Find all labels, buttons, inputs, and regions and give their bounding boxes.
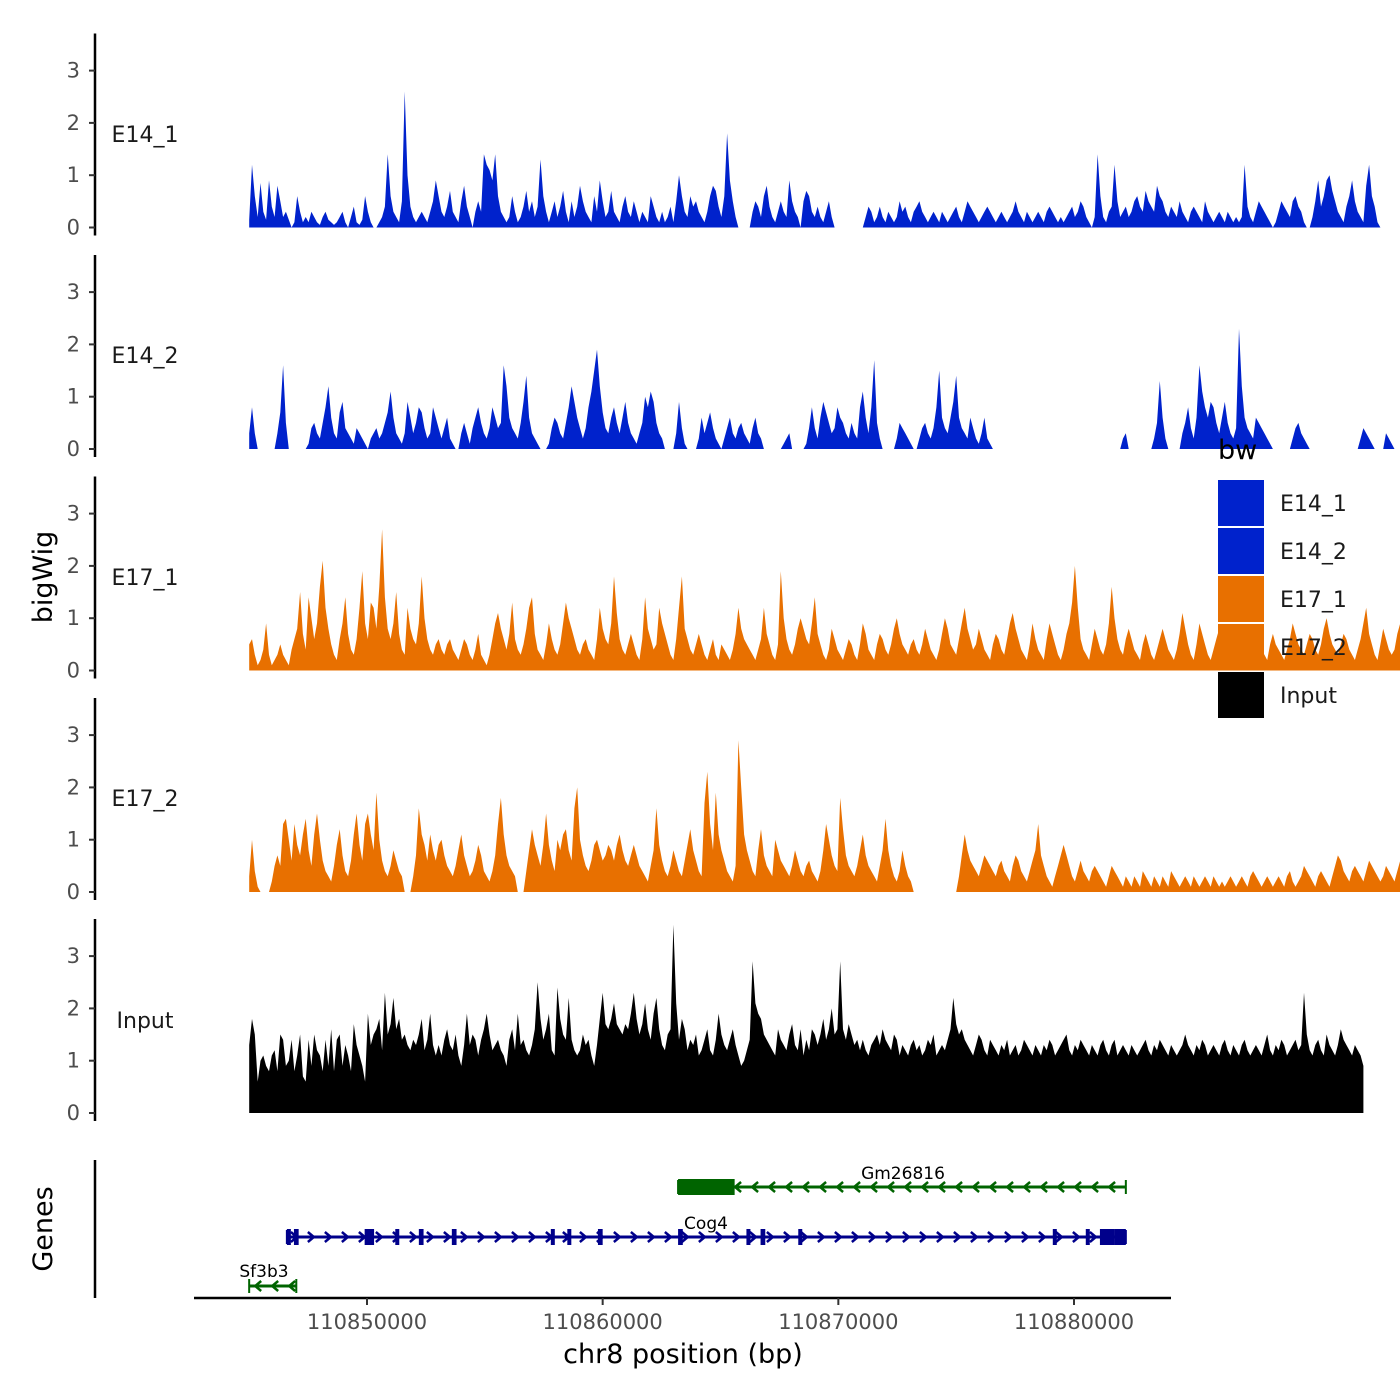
x-axis: 110850000 110860000 110870000 110880000	[194, 1298, 1171, 1334]
legend-swatch	[1218, 528, 1264, 574]
gene-label: Gm26816	[861, 1164, 945, 1184]
gene-exon	[1086, 1229, 1090, 1245]
legend-swatch	[1218, 624, 1264, 670]
track-e17-1: 0 1 2 3 E17_1	[67, 477, 1400, 683]
legend-label: E14_2	[1280, 540, 1347, 565]
x-tick-label: 110850000	[307, 1310, 427, 1334]
y-tick-label: 0	[67, 659, 80, 683]
track-e14-1: 0 1 2 3 E14_1	[67, 34, 1400, 240]
x-tick-label: 110880000	[1014, 1310, 1134, 1334]
gene-exon	[798, 1229, 802, 1245]
y-tick-label: 1	[67, 828, 80, 852]
genome-browser-chart: 0 1 2 3 E14_1 0 1 2 3 E14_2 0 1 2 3 E17_1 0 1 2 3 E17_2 0 1 2 3…	[0, 0, 1400, 1400]
gene-exon	[678, 1229, 683, 1245]
gene-exon	[1114, 1229, 1126, 1245]
y-axis-title: bigWig	[28, 531, 59, 624]
x-axis-title: chr8 position (bp)	[563, 1339, 803, 1370]
bigwig-tracks: 0 1 2 3 E14_1 0 1 2 3 E14_2 0 1 2 3 E17_1 0 1 2 3 E17_2 0 1 2 3…	[67, 34, 1400, 1126]
gene-exon	[567, 1229, 571, 1245]
y-tick-label: 2	[67, 996, 80, 1020]
gene-sf3b3: Sf3b3	[239, 1262, 296, 1293]
y-tick-label: 2	[67, 332, 80, 356]
gene-label: Cog4	[684, 1214, 728, 1234]
track-label: E17_2	[112, 787, 179, 812]
gene-exon	[452, 1229, 457, 1245]
y-tick-label: 2	[67, 775, 80, 799]
x-tick-label: 110870000	[778, 1310, 898, 1334]
gene-exon	[746, 1229, 750, 1245]
legend-title: bw	[1218, 435, 1257, 466]
y-tick-label: 3	[67, 944, 80, 968]
legend-item-input: Input	[1218, 672, 1337, 718]
track-input: 0 1 2 3 Input	[67, 919, 1364, 1125]
legend-label: E17_1	[1280, 588, 1347, 613]
track-label: E14_2	[112, 344, 179, 369]
genes-axis-title: Genes	[28, 1186, 59, 1271]
y-tick-label: 1	[67, 606, 80, 630]
track-label: Input	[117, 1009, 174, 1034]
gene-exon	[365, 1229, 374, 1245]
gene-exon	[678, 1179, 735, 1195]
gene-exon	[1100, 1229, 1114, 1245]
legend-label: E17_2	[1280, 636, 1347, 661]
y-tick-label: 1	[67, 1049, 80, 1073]
track-e14-2: 0 1 2 3 E14_2	[67, 255, 1400, 461]
gene-exon	[1053, 1229, 1057, 1245]
gene-gm26816: Gm26816	[678, 1164, 1126, 1195]
y-tick-label: 2	[67, 111, 80, 135]
y-tick-label: 0	[67, 1101, 80, 1125]
legend-item-e17-1: E17_1	[1218, 576, 1347, 622]
legend-swatch	[1218, 480, 1264, 526]
y-tick-label: 1	[67, 385, 80, 409]
y-tick-label: 0	[67, 216, 80, 240]
gene-cog4: Cog4	[287, 1214, 1126, 1245]
track-label: E17_1	[112, 566, 179, 591]
y-tick-label: 0	[67, 880, 80, 904]
gene-exon	[761, 1229, 766, 1245]
y-tick-label: 3	[67, 502, 80, 526]
genes-panel: Gm26816 Cog4 Sf3b3	[95, 1160, 1126, 1298]
y-tick-label: 3	[67, 723, 80, 747]
y-tick-label: 3	[67, 59, 80, 83]
gene-exon	[551, 1229, 555, 1245]
track-label: E14_1	[112, 123, 179, 148]
legend: bw E14_1 E14_2 E17_1 E17_2 Input	[1218, 435, 1347, 718]
legend-swatch	[1218, 576, 1264, 622]
legend-item-e14-1: E14_1	[1218, 480, 1347, 526]
gene-exon	[419, 1229, 424, 1245]
signal-area-e14-2	[249, 329, 1400, 449]
legend-label: Input	[1280, 684, 1337, 709]
gene-exon	[294, 1229, 299, 1245]
x-tick-label: 110860000	[543, 1310, 663, 1334]
legend-swatch	[1218, 672, 1264, 718]
y-tick-label: 2	[67, 554, 80, 578]
legend-item-e14-2: E14_2	[1218, 528, 1347, 574]
gene-label: Sf3b3	[239, 1262, 288, 1282]
signal-area-e14-1	[249, 92, 1400, 228]
signal-area-e17-2	[249, 740, 1400, 892]
gene-exon	[395, 1229, 399, 1245]
y-tick-label: 1	[67, 163, 80, 187]
signal-area-input	[249, 925, 1363, 1113]
gene-exon	[287, 1229, 291, 1245]
gene-exon	[598, 1229, 603, 1245]
track-e17-2: 0 1 2 3 E17_2	[67, 698, 1400, 904]
y-tick-label: 0	[67, 437, 80, 461]
legend-label: E14_1	[1280, 492, 1347, 517]
y-tick-label: 3	[67, 280, 80, 304]
